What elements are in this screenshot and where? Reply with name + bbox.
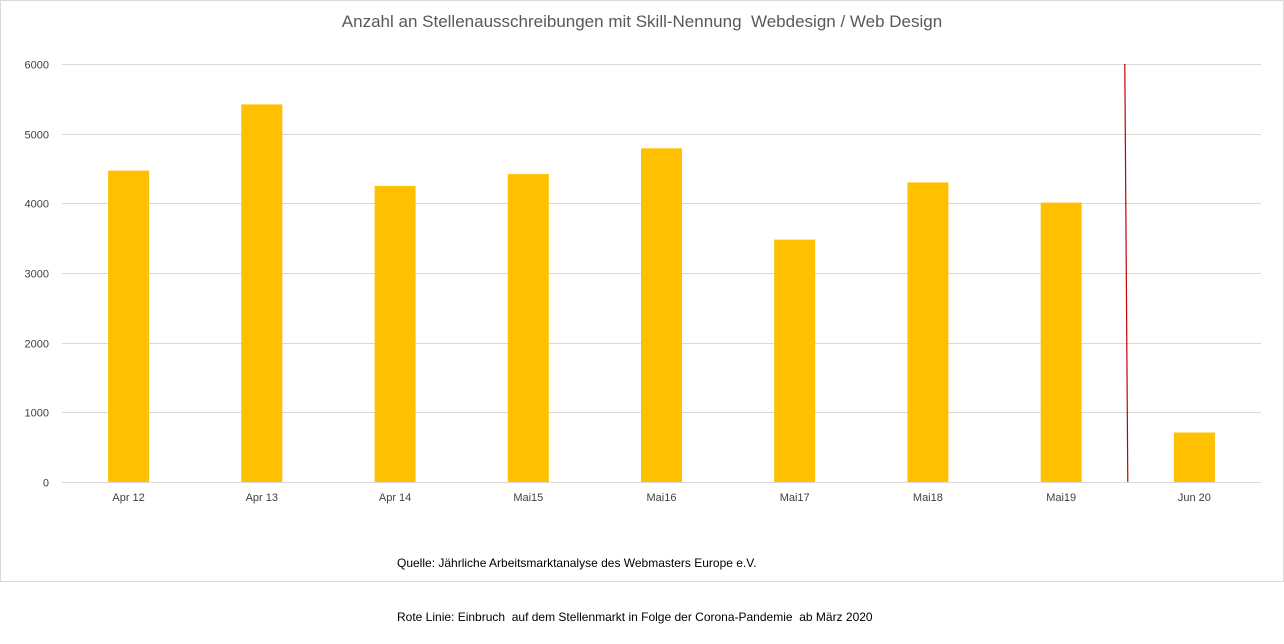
y-tick-label: 1000 <box>25 408 49 420</box>
bar <box>641 148 682 483</box>
bar <box>907 182 949 482</box>
x-tick-label: Apr 12 <box>112 492 144 504</box>
y-tick-label: 0 <box>43 478 49 490</box>
chart-title: Anzahl an Stellenausschreibungen mit Ski… <box>341 12 943 31</box>
x-tick-label: Apr 14 <box>379 492 411 504</box>
y-tick-label: 5000 <box>25 130 49 142</box>
bar <box>507 174 549 482</box>
bar <box>374 185 416 482</box>
bar <box>1040 202 1082 482</box>
y-tick-label: 4000 <box>25 199 49 211</box>
x-tick-label: Mai19 <box>1046 492 1076 504</box>
x-tick-label: Mai17 <box>780 492 810 504</box>
y-tick-label: 6000 <box>25 60 49 72</box>
y-tick-label: 2000 <box>25 339 49 351</box>
bar <box>774 239 816 482</box>
red-reference-line <box>1124 63 1129 483</box>
red-line-note: Rote Linie: Einbruch auf dem Stellenmark… <box>397 610 873 624</box>
x-tick-label: Jun 20 <box>1178 492 1211 504</box>
x-tick-label: Mai15 <box>513 492 543 504</box>
bar <box>241 104 283 483</box>
chart-notes: Quelle: Jährliche Arbeitsmarktanalyse de… <box>397 518 873 644</box>
bar <box>1173 432 1215 482</box>
x-tick-label: Mai18 <box>913 492 943 504</box>
bar <box>108 170 150 482</box>
x-tick-label: Mai16 <box>647 492 677 504</box>
x-tick-label: Apr 13 <box>246 492 278 504</box>
chart-plot: 0 1000 2000 3000 4000 5000 6000 Apr 12 Apr 13 Apr… <box>25 60 1261 504</box>
source-note: Quelle: Jährliche Arbeitsmarktanalyse de… <box>397 556 757 570</box>
y-tick-label: 3000 <box>25 269 49 281</box>
